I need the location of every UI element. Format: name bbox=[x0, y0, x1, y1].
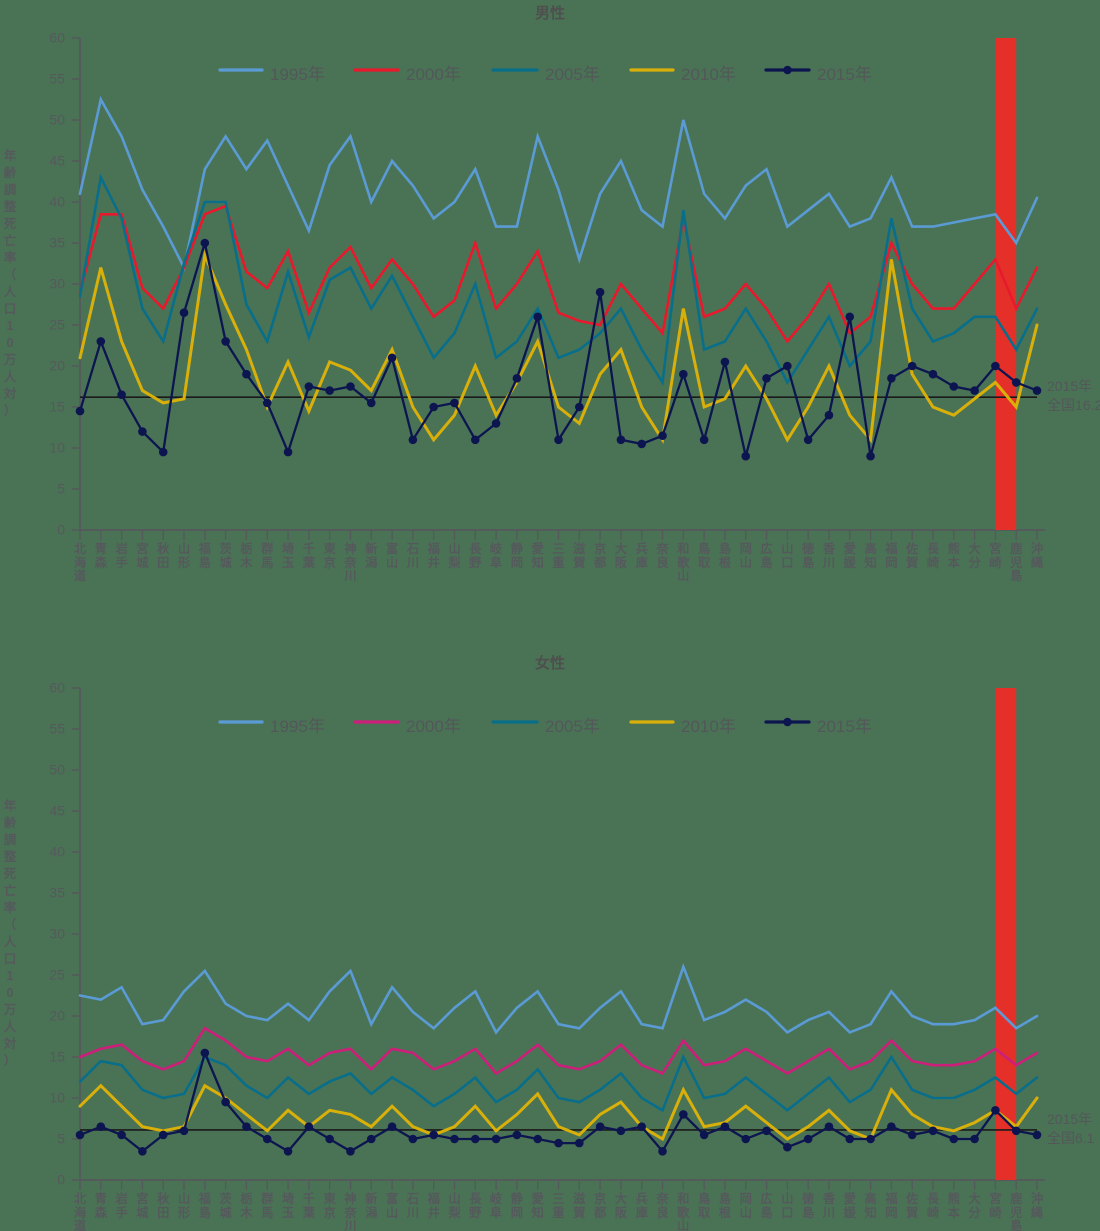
svg-text:15: 15 bbox=[49, 1049, 65, 1065]
svg-text:40: 40 bbox=[49, 844, 65, 860]
svg-text:25: 25 bbox=[49, 967, 65, 983]
svg-text:35: 35 bbox=[49, 885, 65, 901]
svg-text:全国6.1: 全国6.1 bbox=[1047, 1130, 1095, 1146]
svg-text:2015年: 2015年 bbox=[1047, 1111, 1092, 1127]
svg-text:60: 60 bbox=[49, 680, 65, 696]
svg-text:30: 30 bbox=[49, 926, 65, 942]
svg-text:55: 55 bbox=[49, 721, 65, 737]
svg-text:20: 20 bbox=[49, 1008, 65, 1024]
svg-text:0: 0 bbox=[57, 1172, 65, 1188]
svg-text:50: 50 bbox=[49, 762, 65, 778]
svg-text:45: 45 bbox=[49, 803, 65, 819]
svg-text:10: 10 bbox=[49, 1090, 65, 1106]
svg-text:5: 5 bbox=[57, 1131, 65, 1147]
